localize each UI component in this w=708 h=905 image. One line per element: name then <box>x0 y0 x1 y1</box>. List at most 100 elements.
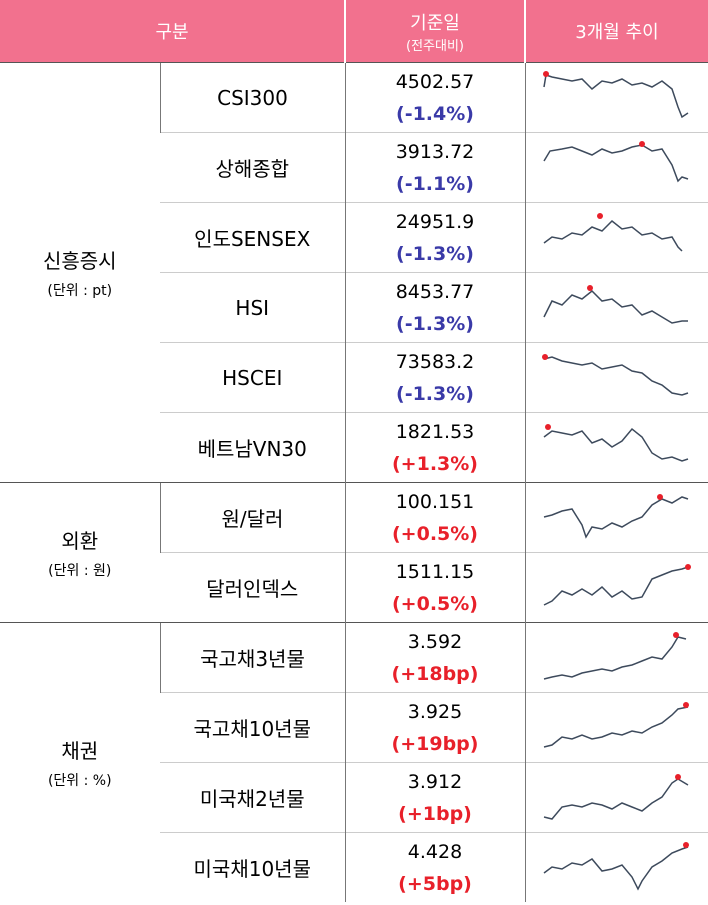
value-cell: 3.925 (+19bp) <box>344 692 525 763</box>
sparkline-line <box>543 845 688 891</box>
sparkline <box>543 212 683 252</box>
value-cell: 24951.9 (-1.3%) <box>344 202 525 273</box>
group-unit: (단위 : %) <box>47 773 112 789</box>
sparkline-peak <box>544 423 551 430</box>
value-cell: 4502.57 (-1.4%) <box>344 62 525 133</box>
sparkline-line <box>543 427 688 462</box>
value-cell: 73583.2 (-1.3%) <box>344 342 525 413</box>
sparkline <box>541 353 688 396</box>
sparkline-line <box>543 73 689 118</box>
sparkline <box>543 773 689 820</box>
sparkline-line <box>543 495 688 539</box>
header-trend: 3개월 추이 <box>524 0 708 63</box>
sparkline-line <box>543 777 689 820</box>
sparkline-line <box>543 143 688 182</box>
row: 베트남VN30 1821.53 (+1.3%) <box>0 412 708 483</box>
trend-cell <box>524 132 708 203</box>
row: 미국채2년물 3.912 (+1bp) <box>0 762 708 833</box>
trend-cell <box>524 552 708 623</box>
value: 3913.72 <box>395 140 475 163</box>
sparkline-peak <box>674 773 681 780</box>
header-base-date-sub: (전주대비) <box>406 38 464 54</box>
value: 1821.53 <box>395 420 475 443</box>
value-cell: 4.428 (+5bp) <box>344 832 525 902</box>
sparkline-peak <box>682 701 689 708</box>
change: (-1.3%) <box>396 382 474 405</box>
trend-cell <box>524 832 708 902</box>
item-name: 국고채3년물 <box>159 622 345 693</box>
trend-cell <box>524 412 708 483</box>
value: 24951.9 <box>395 210 475 233</box>
item-name: HSI <box>160 272 345 343</box>
item-name: 미국채2년물 <box>160 762 345 833</box>
item-name: 달러인덱스 <box>160 552 345 623</box>
sparkline-line <box>543 219 683 252</box>
row: HSI 8453.77 (-1.3%) <box>0 272 708 343</box>
row: 상해종합 3913.72 (-1.1%) <box>0 132 708 203</box>
value: 1511.15 <box>395 560 475 583</box>
trend-cell <box>524 762 708 833</box>
header-base-date-main: 기준일 <box>410 12 460 34</box>
sparkline-peak <box>542 70 549 77</box>
item-name: 미국채10년물 <box>160 832 345 902</box>
sparkline-line <box>543 635 686 680</box>
value: 8453.77 <box>395 280 475 303</box>
sparkline-line <box>543 355 688 396</box>
sparkline-line <box>543 565 688 606</box>
change: (+19bp) <box>391 732 479 755</box>
row: 국고채10년물 3.925 (+19bp) <box>0 692 708 763</box>
group-name: 외환 <box>61 529 99 553</box>
item-name: 상해종합 <box>160 132 345 203</box>
change: (+0.5%) <box>392 522 478 545</box>
item-name: 인도SENSEX <box>160 202 345 273</box>
item-name: 국고채10년물 <box>160 692 345 763</box>
sparkline-line <box>543 705 688 748</box>
sparkline <box>543 701 689 748</box>
change: (+5bp) <box>398 872 472 895</box>
change: (-1.4%) <box>396 102 474 125</box>
group-cell: 외환 (단위 : 원) <box>0 482 160 623</box>
header-category: 구분 <box>0 0 345 63</box>
sparkline <box>543 493 688 539</box>
header-row: 구분 기준일 (전주대비) 3개월 추이 <box>0 0 708 63</box>
row: 외환 (단위 : 원) 원/달러 100.151 (+0.5%) <box>0 482 708 623</box>
sparkline-peak <box>656 493 663 500</box>
sparkline <box>543 423 688 462</box>
value: 73583.2 <box>395 350 475 373</box>
value-cell: 8453.77 (-1.3%) <box>344 272 525 343</box>
trend-cell <box>524 482 708 553</box>
header-base-date: 기준일 (전주대비) <box>344 0 525 63</box>
row: 미국채10년물 4.428 (+5bp) <box>0 832 708 902</box>
item-name: CSI300 <box>159 62 345 133</box>
row: 채권 (단위 : %) 국고채3년물 3.592 (+18bp) <box>0 622 708 902</box>
group-cell: 신흥증시 (단위 : pt) <box>0 62 160 483</box>
sparkline-peak <box>586 284 593 291</box>
group-cell: 채권 (단위 : %) <box>0 622 160 902</box>
row: HSCEI 73583.2 (-1.3%) <box>0 342 708 413</box>
change: (-1.3%) <box>396 312 474 335</box>
value: 4502.57 <box>395 70 475 93</box>
group-name: 채권 <box>61 739 99 763</box>
value: 100.151 <box>395 490 475 513</box>
sparkline <box>543 841 689 891</box>
row: 인도SENSEX 24951.9 (-1.3%) <box>0 202 708 273</box>
sparkline-peak <box>672 631 679 638</box>
value: 3.592 <box>407 630 463 653</box>
sparkline <box>543 631 686 680</box>
trend-cell <box>524 62 708 133</box>
change: (+18bp) <box>391 662 479 685</box>
value-cell: 3.912 (+1bp) <box>344 762 525 833</box>
value-cell: 1511.15 (+0.5%) <box>344 552 525 623</box>
row: 달러인덱스 1511.15 (+0.5%) <box>0 552 708 623</box>
trend-cell <box>524 622 708 693</box>
group-unit: (단위 : pt) <box>47 283 113 299</box>
group-unit: (단위 : 원) <box>48 563 112 579</box>
sparkline-peak <box>596 212 603 219</box>
sparkline-peak <box>684 563 691 570</box>
item-name: HSCEI <box>160 342 345 413</box>
value-cell: 100.151 (+0.5%) <box>344 482 525 553</box>
value: 4.428 <box>407 840 463 863</box>
trend-cell <box>524 202 708 273</box>
